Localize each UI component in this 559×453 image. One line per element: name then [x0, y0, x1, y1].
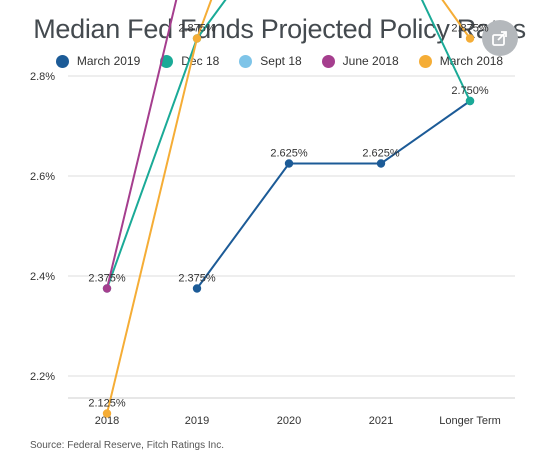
- data-point: [102, 284, 112, 293]
- data-label: 2.375%: [178, 273, 216, 285]
- series-line: [106, 0, 471, 414]
- data-label: 2.625%: [362, 148, 400, 160]
- legend-item[interactable]: June 2018: [321, 54, 399, 68]
- x-tick-label: Longer Term: [439, 415, 501, 427]
- data-label: 2.625%: [270, 148, 308, 160]
- legend-label: March 2019: [76, 54, 141, 68]
- data-point: [284, 159, 294, 168]
- y-tick-label: 2.6%: [30, 171, 55, 183]
- legend-swatch: [239, 54, 253, 68]
- legend-swatch: [418, 54, 432, 68]
- data-label: 2.875%: [451, 23, 489, 35]
- data-point: [192, 34, 202, 43]
- legend-item[interactable]: March 2019: [55, 54, 141, 68]
- legend-item[interactable]: Sept 18: [239, 54, 302, 68]
- y-tick-label: 2.4%: [30, 271, 55, 283]
- data-point: [376, 159, 386, 168]
- data-label: 2.125%: [88, 398, 126, 410]
- y-tick-label: 2.2%: [30, 371, 55, 383]
- series-line: [196, 100, 471, 290]
- data-point: [192, 284, 202, 293]
- y-tick-label: 2.8%: [30, 71, 55, 83]
- legend-label: Sept 18: [260, 54, 302, 68]
- share-icon: [492, 31, 507, 46]
- legend-label: June 2018: [342, 54, 399, 68]
- data-label: 2.750%: [451, 85, 489, 97]
- legend-item[interactable]: March 2018: [418, 54, 504, 68]
- x-tick-label: 2018: [95, 415, 119, 427]
- share-button[interactable]: [482, 20, 518, 56]
- legend: March 2019 Dec 18 Sept 18 June 2018 March 20…: [0, 52, 559, 70]
- x-tick-label: 2019: [185, 415, 209, 427]
- data-label: 2.375%: [88, 273, 126, 285]
- chart-title: Median Fed Funds Projected Policy Rates: [33, 14, 526, 44]
- legend-swatch: [160, 54, 174, 68]
- data-point: [102, 409, 112, 418]
- data-point: [465, 96, 475, 106]
- legend-swatch: [55, 54, 69, 68]
- series-line: [106, 0, 471, 289]
- legend-label: March 2018: [439, 54, 504, 68]
- x-tick-label: 2020: [277, 415, 301, 427]
- data-label: 2.875%: [178, 23, 216, 35]
- data-point: [465, 34, 475, 43]
- source-note: Source: Federal Reserve, Fitch Ratings I…: [30, 440, 224, 451]
- series-line: [106, 0, 178, 289]
- legend-swatch: [321, 54, 335, 68]
- x-tick-label: 2021: [369, 415, 393, 427]
